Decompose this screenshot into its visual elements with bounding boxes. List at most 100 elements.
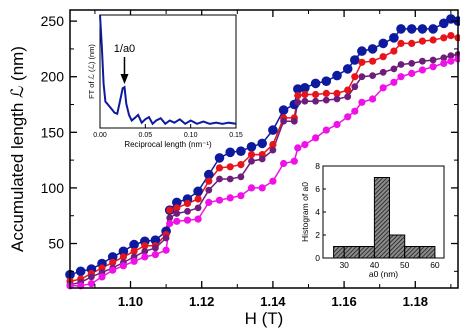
plot-frame [69, 9, 459, 289]
histogram-bar [358, 246, 375, 259]
series-1-point [119, 253, 127, 261]
x-tick-label: 1.16 [331, 294, 356, 309]
histogram-bar [333, 246, 345, 259]
inset-hist-y-tick-label: 8 [315, 161, 320, 171]
histogram-bar [373, 177, 390, 259]
series-1-point [454, 34, 460, 42]
series-0-point [321, 76, 332, 86]
series-1-point [408, 39, 416, 48]
series-2-point [301, 97, 309, 105]
series-1-point [226, 163, 234, 171]
series-2-point [358, 73, 366, 81]
series-2-point [216, 175, 223, 183]
series-1-point [301, 90, 309, 99]
histogram-bar [419, 246, 436, 259]
series-3-point [333, 120, 341, 129]
series-3-point [247, 184, 256, 192]
series-2-point [390, 65, 398, 73]
series-1-point [215, 164, 224, 172]
series-3-point [215, 196, 224, 204]
series-2-point [226, 175, 234, 183]
series-1-point [205, 177, 213, 185]
x-axis-label: H (T) [245, 309, 284, 328]
series-3-point [226, 194, 234, 202]
series-0-point [257, 138, 268, 149]
series-0-point [129, 239, 139, 250]
series-0-point [193, 186, 203, 197]
series-0-point [150, 235, 161, 245]
series-3-point [166, 219, 174, 228]
inset-ft-frame [99, 14, 237, 129]
histogram-bar [389, 234, 406, 259]
inset-ft-x-tick-label: 0.10 [184, 132, 198, 139]
series-2-point [141, 247, 149, 255]
inset-histogram-chart: 0 2 4 6 8 30 40 50 60 a0 (nm) Histogram of a0 [300, 161, 445, 279]
series-2-point [369, 72, 376, 79]
series-3-point [109, 266, 117, 274]
series-2-point [152, 244, 159, 252]
series-0-point [332, 70, 342, 81]
series-2-point [379, 68, 387, 76]
series-0-point [367, 44, 378, 54]
series-3-point [151, 251, 159, 259]
series-3-point [301, 141, 309, 149]
series-0-point [417, 24, 428, 34]
series-0-point [406, 24, 417, 34]
series-3-point [351, 107, 359, 115]
series-3-point [312, 134, 320, 142]
series-2-point [408, 60, 416, 67]
series-0-point [310, 78, 321, 89]
series-1-point [369, 57, 377, 65]
series-2-point [88, 273, 95, 281]
series-3-point [237, 192, 245, 200]
series-3-point [429, 63, 437, 71]
inset-hist-x-tick-label: 50 [400, 260, 410, 270]
series-0-point [350, 55, 360, 65]
inset-ft-chart: 0.00 0.05 0.10 0.15 Reciprocal length (nm⁻¹)… [87, 14, 243, 149]
x-tick-label: 1.10 [118, 294, 143, 309]
series-1-point [440, 34, 448, 42]
series-3-point [130, 257, 138, 265]
series-2-point [166, 214, 174, 222]
series-1-point [247, 151, 256, 159]
series-1-point [130, 247, 138, 255]
series-2-point [397, 61, 405, 68]
series-2-point [333, 95, 341, 103]
series-0-point [172, 197, 182, 208]
series-2-point [237, 173, 245, 181]
series-1-point [269, 141, 277, 149]
series-1-point [194, 195, 202, 203]
inset-ft-x-tick-label: 0.05 [139, 132, 153, 139]
inset-ft-x-tick-label: 0.15 [229, 132, 243, 139]
series-1-point [358, 58, 366, 66]
series-3-point [119, 262, 127, 270]
series-0-point [268, 125, 278, 135]
series-3-point [280, 159, 288, 168]
series-2-point [419, 57, 426, 65]
y-tick-label: 200 [41, 69, 65, 85]
series-0-point [214, 153, 225, 163]
series-1-point [173, 204, 181, 212]
series-3-point [194, 215, 202, 223]
series-3-point [294, 144, 302, 152]
series-0-point [278, 105, 289, 115]
inset-hist-y-tick-label: 0 [315, 253, 320, 263]
series-2-point [290, 117, 298, 125]
series-2-point [173, 210, 181, 217]
series-3-point [141, 253, 149, 261]
series-0-point [118, 246, 129, 257]
series-1-point [447, 31, 455, 40]
histogram-bar [343, 246, 360, 259]
series-2-point [258, 155, 266, 163]
inset-hist-y-tick-label: 2 [315, 230, 320, 240]
series-1-point [294, 92, 302, 100]
series-3-point [269, 177, 277, 185]
inset-hist-x-tick-label: 40 [370, 260, 380, 270]
series-3-point [173, 217, 181, 225]
series-3-point [162, 246, 170, 254]
inset-hist-y-tick-label: 6 [315, 184, 320, 194]
series-3-point [440, 59, 448, 67]
series-2-point [248, 157, 255, 165]
inset-ft-arrow-head [120, 74, 129, 84]
